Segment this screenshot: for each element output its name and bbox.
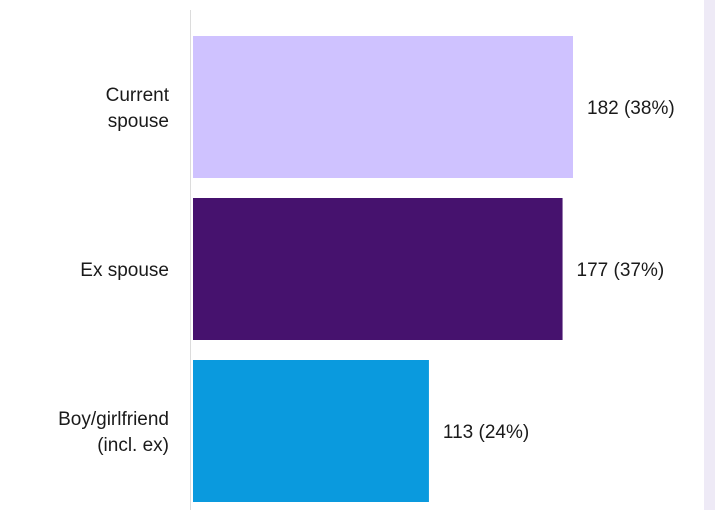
value-label-2: 177 (37%)	[577, 260, 665, 281]
category-label-2: Ex spouse	[80, 260, 169, 281]
side-panel-strip	[704, 0, 715, 510]
bar-3	[193, 360, 429, 502]
category-label-1: Current spouse	[106, 85, 170, 132]
category-label-line: spouse	[108, 111, 169, 132]
category-label-line: Current	[106, 85, 170, 106]
category-label-line: Ex spouse	[80, 260, 169, 281]
category-label-line: (incl. ex)	[97, 435, 169, 456]
labels-layer: Current spouse 182 (38%) Ex spouse 177 (37%)…	[58, 85, 675, 456]
bars-layer	[193, 36, 573, 502]
value-label-1: 182 (38%)	[587, 98, 675, 119]
bar-1	[193, 36, 573, 178]
bar-2	[193, 198, 563, 340]
value-label-3: 113 (24%)	[443, 422, 529, 443]
category-label-3: Boy/girlfriend (incl. ex)	[58, 409, 169, 456]
category-label-line: Boy/girlfriend	[58, 409, 169, 430]
